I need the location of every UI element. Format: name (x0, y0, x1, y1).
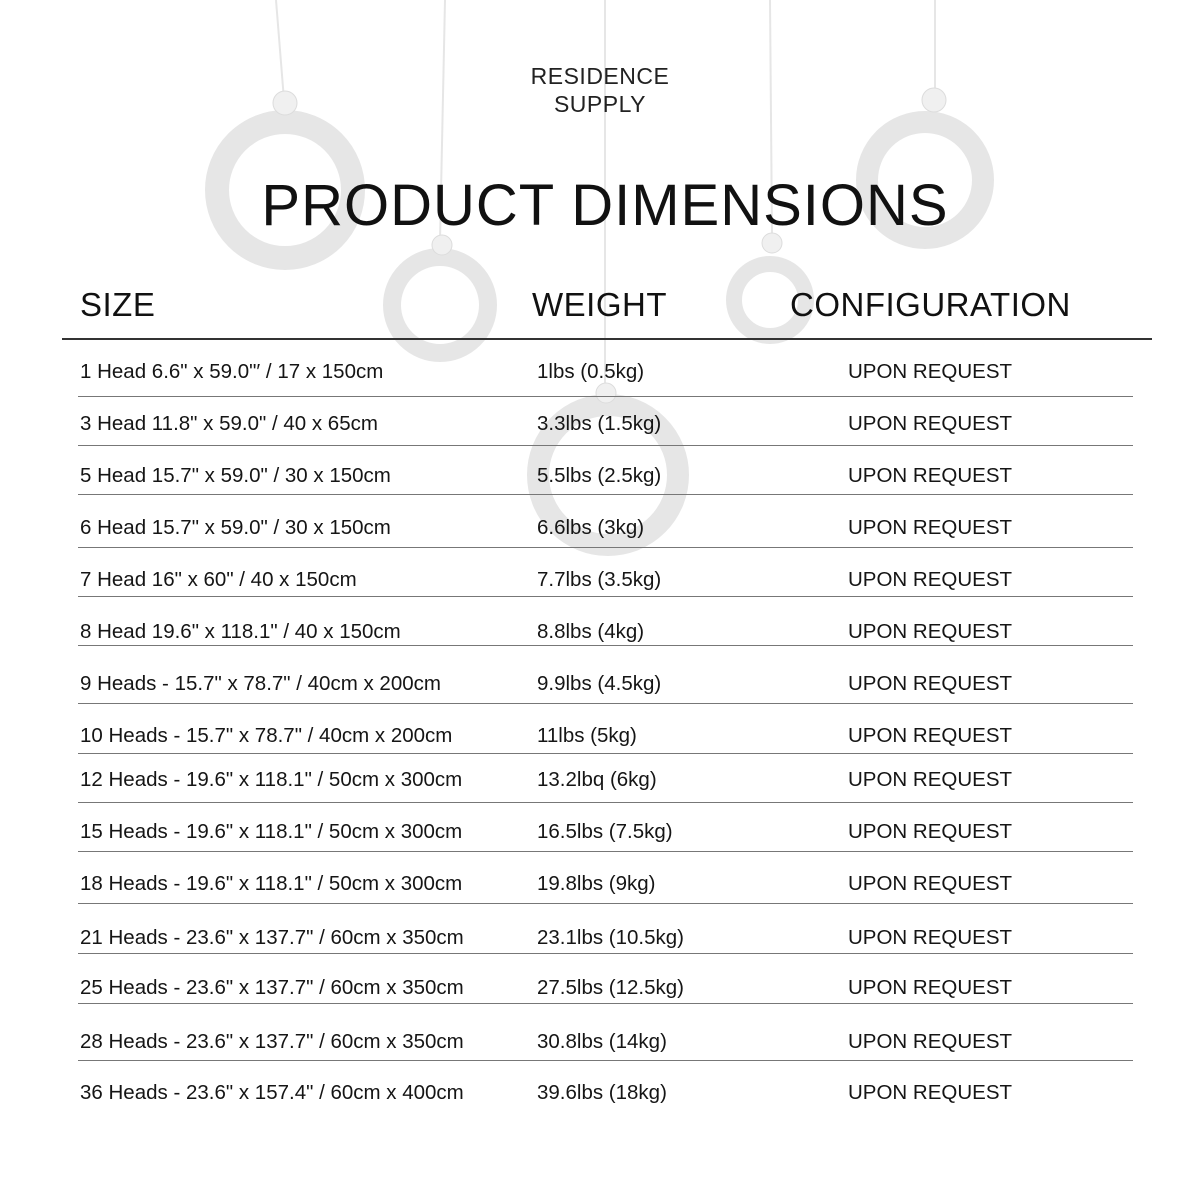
configuration-cell: UPON REQUEST (848, 820, 1013, 843)
table-row: 10 Heads - 15.7" x 78.7" / 40cm x 200cm 1… (0, 724, 1200, 754)
size-cell: 21 Heads - 23.6" x 137.7" / 60cm x 350cm (80, 926, 464, 949)
weight-cell: 5.5lbs (2.5kg) (537, 464, 662, 487)
table-row: 12 Heads - 19.6" x 118.1" / 50cm x 300cm… (0, 768, 1200, 798)
row-divider (78, 645, 1133, 646)
size-cell: 5 Head 15.7" x 59.0" / 30 x 150cm (80, 464, 391, 487)
size-cell: 36 Heads - 23.6" x 157.4" / 60cm x 400cm (80, 1081, 464, 1104)
configuration-cell: UPON REQUEST (848, 360, 1013, 383)
row-divider (78, 903, 1133, 904)
configuration-cell: UPON REQUEST (848, 412, 1013, 435)
size-cell: 8 Head 19.6" x 118.1" / 40 x 150cm (80, 620, 401, 643)
column-header-weight: WEIGHT (532, 286, 667, 323)
weight-cell: 8.8lbs (4kg) (537, 620, 645, 643)
weight-cell: 7.7lbs (3.5kg) (537, 568, 662, 591)
size-cell: 12 Heads - 19.6" x 118.1" / 50cm x 300cm (80, 768, 463, 791)
table-row: 18 Heads - 19.6" x 118.1" / 50cm x 300cm… (0, 872, 1200, 902)
table-row: 8 Head 19.6" x 118.1" / 40 x 150cm 8.8lbs… (0, 620, 1200, 650)
row-divider (78, 1003, 1133, 1004)
configuration-cell: UPON REQUEST (848, 724, 1013, 747)
table-row: 7 Head 16" x 60" / 40 x 150cm 7.7lbs (3.5… (0, 568, 1200, 598)
column-header-configuration: CONFIGURATION (790, 286, 1071, 323)
table-row: 1 Head 6.6" x 59.0"′ / 17 x 150cm 1lbs (0… (0, 360, 1200, 390)
size-cell: 15 Heads - 19.6" x 118.1" / 50cm x 300cm (80, 820, 463, 843)
configuration-cell: UPON REQUEST (848, 926, 1013, 949)
weight-cell: 11lbs (5kg) (537, 724, 637, 747)
configuration-cell: UPON REQUEST (848, 1030, 1013, 1053)
row-divider (78, 547, 1133, 548)
row-divider (78, 703, 1133, 704)
row-divider (78, 753, 1133, 754)
weight-cell: 30.8lbs (14kg) (537, 1030, 667, 1053)
configuration-cell: UPON REQUEST (848, 516, 1013, 539)
size-cell: 6 Head 15.7" x 59.0" / 30 x 150cm (80, 516, 391, 539)
table-row: 21 Heads - 23.6" x 137.7" / 60cm x 350cm… (0, 926, 1200, 956)
size-cell: 1 Head 6.6" x 59.0"′ / 17 x 150cm (80, 360, 384, 383)
weight-cell: 27.5lbs (12.5kg) (537, 976, 685, 999)
size-cell: 18 Heads - 19.6" x 118.1" / 50cm x 300cm (80, 872, 463, 895)
weight-cell: 39.6lbs (18kg) (537, 1081, 667, 1104)
brand-logo: RESIDENCE SUPPLY (0, 62, 1200, 118)
weight-cell: 3.3lbs (1.5kg) (537, 412, 662, 435)
configuration-cell: UPON REQUEST (848, 464, 1013, 487)
row-divider (78, 1060, 1133, 1061)
weight-cell: 19.8lbs (9kg) (537, 872, 656, 895)
column-header-size: SIZE (80, 286, 156, 323)
row-divider (78, 851, 1133, 852)
row-divider (78, 596, 1133, 597)
configuration-cell: UPON REQUEST (848, 672, 1013, 695)
configuration-cell: UPON REQUEST (848, 620, 1013, 643)
configuration-cell: UPON REQUEST (848, 872, 1013, 895)
size-cell: 10 Heads - 15.7" x 78.7" / 40cm x 200cm (80, 724, 453, 747)
configuration-cell: UPON REQUEST (848, 1081, 1013, 1104)
table-row: 6 Head 15.7" x 59.0" / 30 x 150cm 6.6lbs … (0, 516, 1200, 546)
table-row: 15 Heads - 19.6" x 118.1" / 50cm x 300cm… (0, 820, 1200, 850)
brand-line1: RESIDENCE (530, 63, 670, 89)
configuration-cell: UPON REQUEST (848, 976, 1013, 999)
configuration-cell: UPON REQUEST (848, 768, 1013, 791)
weight-cell: 23.1lbs (10.5kg) (537, 926, 685, 949)
size-cell: 25 Heads - 23.6" x 137.7" / 60cm x 350cm (80, 976, 464, 999)
row-divider (78, 494, 1133, 495)
table-row: 9 Heads - 15.7" x 78.7" / 40cm x 200cm 9.… (0, 672, 1200, 702)
weight-cell: 13.2lbq (6kg) (537, 768, 657, 791)
row-divider (78, 445, 1133, 446)
weight-cell: 9.9lbs (4.5kg) (537, 672, 662, 695)
table-row: 28 Heads - 23.6" x 137.7" / 60cm x 350cm… (0, 1030, 1200, 1060)
page-title: PRODUCT DIMENSIONS (261, 173, 949, 238)
table-row: 36 Heads - 23.6" x 157.4" / 60cm x 400cm… (0, 1081, 1200, 1111)
row-divider (78, 802, 1133, 803)
size-cell: 28 Heads - 23.6" x 137.7" / 60cm x 350cm (80, 1030, 464, 1053)
configuration-cell: UPON REQUEST (848, 568, 1013, 591)
size-cell: 3 Head 11.8" x 59.0" / 40 x 65cm (80, 412, 378, 435)
header-divider (62, 338, 1152, 340)
size-cell: 7 Head 16" x 60" / 40 x 150cm (80, 568, 357, 591)
weight-cell: 6.6lbs (3kg) (537, 516, 645, 539)
table-row: 5 Head 15.7" x 59.0" / 30 x 150cm 5.5lbs … (0, 464, 1200, 494)
weight-cell: 16.5lbs (7.5kg) (537, 820, 673, 843)
brand-line2: SUPPLY (553, 91, 647, 117)
weight-cell: 1lbs (0.5kg) (537, 360, 645, 383)
table-row: 25 Heads - 23.6" x 137.7" / 60cm x 350cm… (0, 976, 1200, 1006)
table-row: 3 Head 11.8" x 59.0" / 40 x 65cm 3.3lbs (… (0, 412, 1200, 442)
row-divider (78, 953, 1133, 954)
row-divider (78, 396, 1133, 397)
size-cell: 9 Heads - 15.7" x 78.7" / 40cm x 200cm (80, 672, 441, 695)
